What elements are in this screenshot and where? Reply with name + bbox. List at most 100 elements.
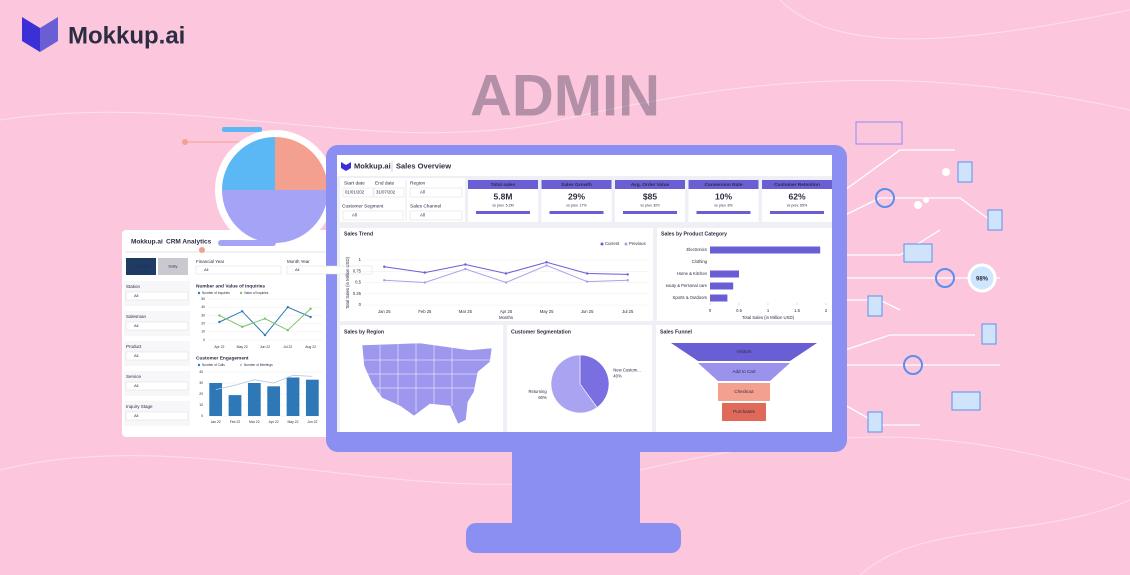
kpi-header [468, 180, 538, 189]
point [263, 317, 267, 320]
bar [247, 383, 261, 416]
pie-slice [550, 354, 598, 414]
filter-box[interactable] [286, 265, 373, 275]
icon-doc [987, 209, 1003, 231]
x-tick-label: Aug 22 [305, 345, 316, 349]
y-tick-label: 0.25 [353, 291, 362, 296]
legend-swatch [239, 363, 243, 367]
filter-label: Region [410, 180, 426, 186]
filter-box[interactable] [342, 187, 374, 198]
kpi-header [688, 180, 759, 189]
bar [209, 383, 223, 416]
x-tick-label: 0.5 [736, 308, 742, 313]
funnel-stage [698, 363, 790, 381]
bar [228, 395, 242, 416]
point [241, 310, 244, 313]
filter-label: Financial Year [196, 259, 225, 264]
filter-box[interactable] [125, 381, 189, 391]
y-tick-label: 10 [199, 403, 203, 407]
y-tick-label: 0 [201, 414, 203, 418]
kpi-header [541, 180, 612, 189]
filter-box[interactable] [373, 187, 405, 198]
icon-gear [923, 197, 929, 203]
y-tick-label: 10 [201, 330, 205, 334]
y-axis-label: Total Sales (in Million USD) [345, 256, 350, 309]
legend-label: Number of Inquiries [202, 291, 230, 295]
crm-logo: Mokkup.ai [131, 239, 163, 246]
point [423, 271, 427, 274]
filter-value: All [134, 293, 139, 298]
legend-swatch [239, 291, 243, 295]
circuit-line [844, 149, 955, 191]
crm-title: CRM Analytics [166, 239, 212, 246]
logo-shape [22, 17, 40, 52]
filter-box[interactable] [409, 187, 463, 198]
toggle[interactable] [158, 258, 188, 275]
logo-shape [40, 17, 58, 52]
card-title: Sales Trend [344, 231, 373, 237]
x-axis-label: Total Sales (in Million USD) [742, 315, 795, 320]
filter-label: Month Year [287, 259, 310, 264]
series-line [215, 374, 313, 390]
icon-doc [867, 295, 883, 317]
legend-label: Value of Inquiries [244, 291, 269, 295]
point [309, 315, 312, 319]
filter-value: All [204, 267, 209, 272]
filter-box[interactable] [342, 210, 404, 221]
monitor-base [466, 523, 681, 553]
kpi-title: Customer Retention [774, 182, 820, 188]
kpi-note: vs prev. 17% [566, 203, 587, 207]
x-tick-label: Jun 25 [581, 309, 594, 314]
pie-slice [222, 190, 328, 243]
y-tick-label: Electronics [687, 247, 707, 252]
curve [779, 0, 1130, 40]
filter-label: Salesman [126, 314, 147, 319]
filter-box[interactable] [195, 265, 282, 275]
decor-bar [218, 240, 276, 246]
toggle-active[interactable] [126, 258, 156, 275]
icon-doc [957, 161, 973, 183]
monitor-neck [512, 450, 640, 528]
x-tick-label: Mar 22 [249, 420, 260, 424]
kpi-value: 10% [715, 191, 732, 201]
point [423, 281, 427, 284]
filter-label: Product [126, 344, 142, 349]
brand-logo [22, 17, 58, 52]
y-tick-label: 0 [203, 338, 205, 342]
toggle-label: Daily [169, 264, 178, 269]
funnel-stage [722, 403, 766, 421]
icon-target [935, 268, 955, 288]
dash-logo-icon [341, 162, 351, 171]
icon-doc [867, 411, 883, 433]
filter-box[interactable] [125, 411, 189, 421]
filter-box[interactable] [125, 291, 189, 301]
point [263, 333, 267, 337]
x-tick-label: Jul 22 [283, 345, 292, 349]
y-tick-label: 0 [359, 302, 362, 307]
map-borders [364, 343, 490, 412]
chart-title: Customer Engagement [196, 355, 249, 361]
kpi-bar [623, 211, 677, 214]
y-tick-label: 50 [201, 297, 205, 301]
map-border [364, 343, 490, 412]
legend-label: Current [605, 241, 620, 246]
circuit-line [845, 229, 941, 256]
filter-box[interactable] [409, 210, 463, 221]
y-tick-label: 20 [199, 392, 203, 396]
pie-slice [275, 137, 328, 190]
curve [859, 499, 1130, 575]
kpi-title: Conversion Rate [704, 182, 742, 188]
x-tick-label: Jul 25 [622, 309, 634, 314]
point [626, 279, 629, 282]
point [383, 279, 386, 282]
filter-box[interactable] [125, 351, 189, 361]
funnel-stage [671, 343, 817, 361]
card-title: Sales by Region [344, 329, 384, 335]
decor-dot [182, 139, 188, 145]
filter-box[interactable] [125, 321, 189, 331]
kpi-value: 62% [788, 191, 805, 201]
y-tick-label: 0.5 [355, 280, 361, 285]
